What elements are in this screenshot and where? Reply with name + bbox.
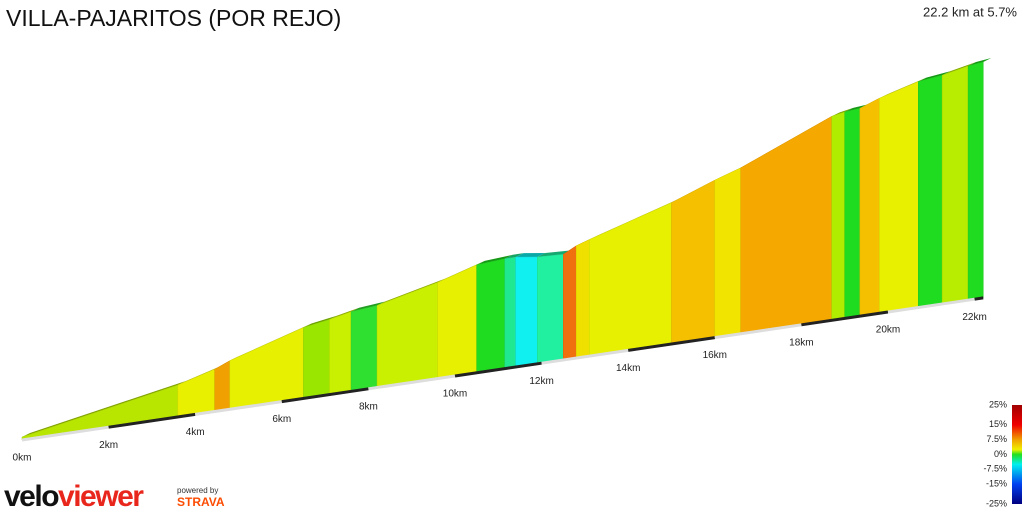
grade-segment	[941, 65, 969, 305]
distance-band	[454, 361, 542, 378]
grade-segment	[671, 179, 716, 345]
title: VILLA-PAJARITOS (POR REJO)	[6, 5, 341, 31]
distance-band	[887, 297, 975, 314]
grade-segment-top	[303, 315, 338, 328]
grade-segment-top	[329, 307, 360, 320]
grade-segment	[177, 368, 215, 418]
x-tick-label: 20km	[876, 325, 900, 336]
grade-segment	[859, 97, 880, 317]
logo: veloviewer	[4, 480, 144, 512]
grade-segment	[350, 305, 378, 392]
colorbar-label: 0%	[994, 449, 1007, 459]
x-tick-label: 2km	[99, 440, 118, 451]
grade-segment	[229, 327, 304, 410]
grade-segment	[714, 167, 742, 338]
distance-band	[974, 296, 984, 301]
grade-segment	[563, 245, 577, 361]
grade-segment	[588, 202, 672, 357]
grade-segment	[575, 239, 590, 359]
subtitle: 22.2 km at 5.7%	[923, 4, 1017, 19]
grade-segment	[214, 360, 231, 412]
grade-segment	[740, 115, 832, 335]
grade-segment	[329, 311, 352, 395]
x-tick-label: 8km	[359, 401, 378, 412]
x-tick-label: 18km	[789, 337, 813, 348]
grade-segment	[504, 256, 516, 369]
grade-segment-top	[844, 104, 868, 112]
distance-band	[801, 310, 889, 327]
distance-band	[714, 323, 802, 340]
distance-band	[108, 412, 196, 429]
grade-segment-top	[22, 380, 186, 437]
grade-segment	[831, 111, 845, 321]
x-tick-label: 4km	[186, 427, 205, 438]
x-tick-label: 6km	[272, 414, 291, 425]
grade-segment	[918, 74, 943, 308]
colorbar-label: 15%	[989, 419, 1007, 429]
grade-segment-top	[504, 253, 524, 259]
grade-segment-top	[942, 62, 977, 76]
grade-segment	[844, 108, 861, 319]
grade-segment-top	[918, 71, 951, 82]
distance-band	[541, 348, 629, 365]
distance-band	[368, 374, 456, 391]
grade-segment	[476, 258, 506, 374]
grade-segment	[537, 254, 564, 365]
colorbar	[1012, 405, 1022, 504]
grade-segment-top	[351, 301, 386, 312]
colorbar-label: 25%	[989, 399, 1007, 409]
grade-segment	[967, 61, 984, 301]
distance-band	[21, 425, 109, 442]
distance-band	[194, 400, 283, 416]
x-tick-label: 12km	[529, 376, 553, 387]
grade-segment	[437, 264, 477, 379]
grade-segment	[376, 282, 438, 388]
grade-segment-top	[537, 250, 572, 257]
grade-segment	[21, 384, 179, 441]
colorbar-label: -25%	[986, 498, 1007, 508]
grade-segment-top	[476, 254, 513, 265]
x-tick-label: 16km	[703, 350, 727, 361]
colorbar-label: 7.5%	[986, 434, 1007, 444]
distance-band	[281, 387, 369, 404]
x-tick-label: 10km	[443, 389, 467, 400]
powered-by: powered by	[177, 486, 218, 495]
colorbar-label: -15%	[986, 479, 1007, 489]
grade-segment-top	[968, 58, 992, 67]
grade-segment	[303, 319, 330, 399]
x-tick-label: 22km	[962, 312, 986, 323]
strava-logo: STRAVA	[177, 495, 225, 509]
grade-segment-top	[515, 252, 546, 258]
x-tick-label: 14km	[616, 363, 640, 374]
x-tick-label: 0km	[13, 453, 32, 464]
grade-segment	[879, 81, 919, 314]
distance-band	[627, 336, 716, 352]
grade-segment-top	[831, 107, 853, 117]
colorbar-label: -7.5%	[983, 464, 1007, 474]
grade-segment	[515, 256, 538, 368]
